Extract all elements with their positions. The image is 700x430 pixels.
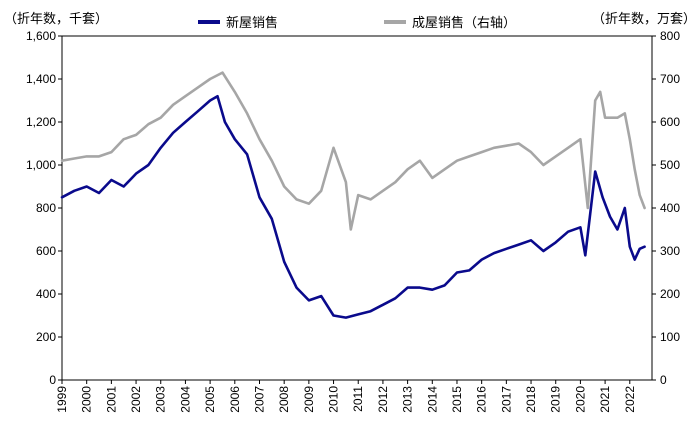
left-axis-unit-label: （折年数，千套）	[4, 11, 109, 26]
x-tick-label: 2001	[104, 386, 118, 413]
legend-label-new-home-sales: 新屋销售	[226, 15, 279, 30]
x-tick-label: 2016	[475, 386, 489, 413]
right-y-tick-label: 500	[660, 158, 680, 172]
x-tick-label: 2013	[401, 386, 415, 413]
x-tick-label: 2011	[351, 386, 365, 412]
right-y-tick-label: 100	[660, 330, 680, 344]
legend-item-new-home-sales: 新屋销售	[198, 12, 278, 31]
plot-frame	[61, 35, 653, 381]
left-y-tick-label: 1,400	[26, 72, 56, 86]
right-y-tick-label: 300	[660, 244, 680, 258]
x-tick-label: 2003	[154, 386, 168, 413]
right-y-tick-label: 700	[660, 72, 680, 86]
x-tick-label: 2012	[376, 386, 390, 413]
left-y-tick-label: 600	[36, 244, 56, 258]
left-y-tick-label: 1,200	[26, 115, 56, 129]
left-y-tick-label: 400	[36, 287, 56, 301]
x-tick-label: 2008	[277, 386, 291, 413]
x-tick-label: 2019	[549, 386, 563, 413]
left-y-tick-label: 0	[49, 373, 56, 387]
x-tick-label: 2015	[450, 386, 464, 413]
legend-swatch-new-home-sales	[198, 19, 220, 24]
x-tick-label: 2005	[203, 386, 217, 413]
x-tick-label: 2010	[327, 386, 341, 413]
left-y-tick-label: 1,600	[26, 29, 56, 43]
x-tick-label: 2004	[178, 386, 192, 413]
x-tick-label: 2021	[598, 386, 612, 413]
x-tick-label: 2002	[129, 386, 143, 413]
legend-item-existing-home-sales: 成屋销售（右轴）	[384, 12, 516, 31]
right-y-tick-label: 600	[660, 115, 680, 129]
x-tick-label: 2020	[573, 386, 587, 413]
x-tick-label: 2000	[80, 386, 94, 413]
x-tick-label: 2022	[623, 386, 637, 413]
right-y-tick-label: 400	[660, 201, 680, 215]
x-tick-label: 2017	[499, 386, 513, 413]
right-axis-unit-label: （折年数，万套）	[591, 11, 696, 26]
left-y-tick-label: 200	[36, 330, 56, 344]
x-tick-label: 2009	[302, 386, 316, 413]
right-y-tick-label: 0	[660, 373, 667, 387]
left-y-tick-label: 1,000	[26, 158, 56, 172]
x-tick-label: 2014	[425, 386, 439, 413]
legend-swatch-existing-home-sales	[384, 19, 406, 24]
series-line-new-home-sales	[60, 94, 646, 319]
legend-label-existing-home-sales: 成屋销售（右轴）	[412, 15, 517, 30]
x-tick-label: 2006	[228, 386, 242, 413]
right-y-tick-label: 200	[660, 287, 680, 301]
series-line-existing-home-sales	[60, 71, 646, 231]
left-y-tick-label: 800	[36, 201, 56, 215]
x-tick-label: 2018	[524, 386, 538, 413]
x-tick-label: 1999	[55, 386, 69, 413]
x-tick-label: 2007	[252, 386, 266, 413]
right-y-tick-label: 800	[660, 29, 680, 43]
